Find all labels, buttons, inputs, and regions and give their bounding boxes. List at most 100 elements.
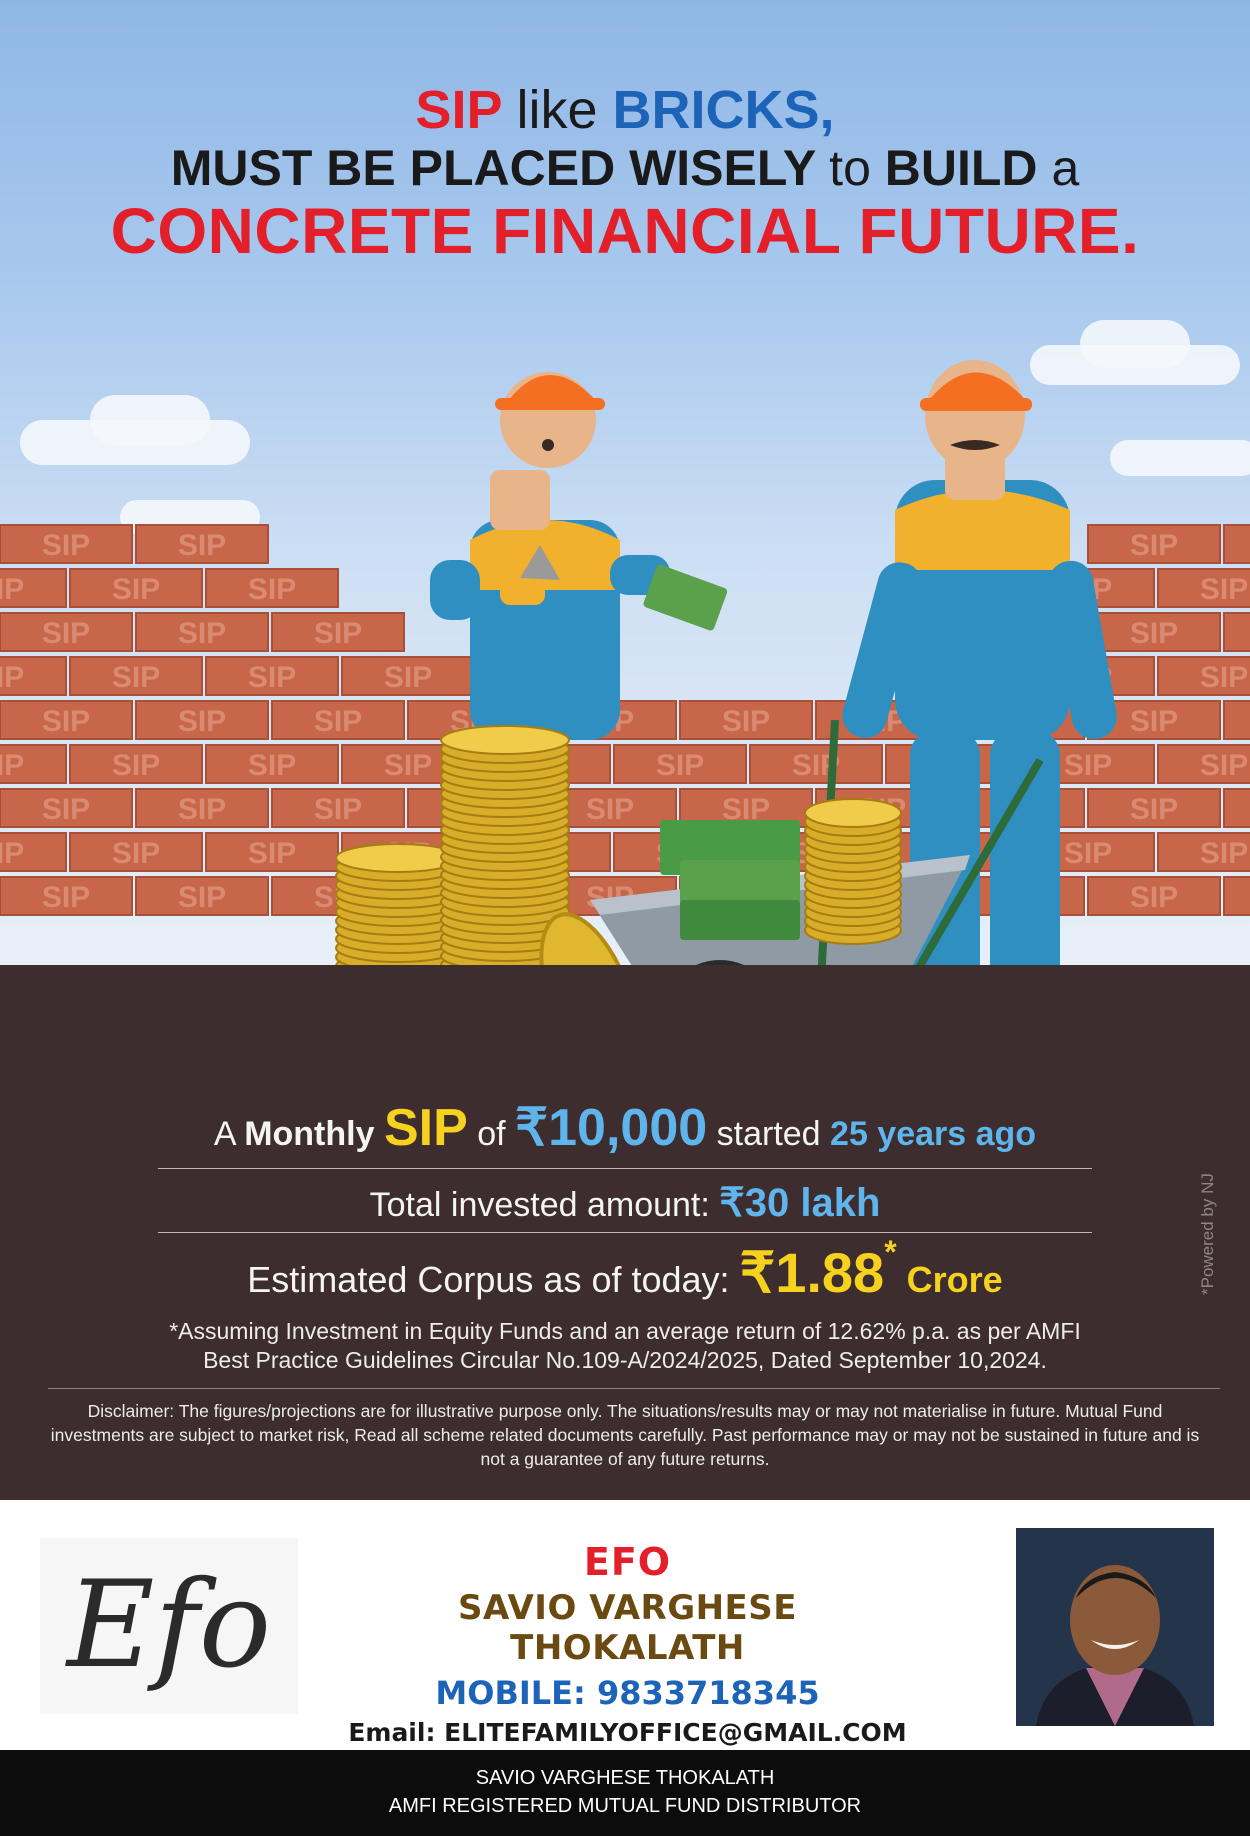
brick-label: SIP (248, 661, 296, 694)
cloud (1110, 440, 1250, 476)
brick-label: SIP (722, 705, 770, 738)
powered-by: *Powered by NJ (1198, 1173, 1217, 1295)
brick (0, 832, 67, 872)
brick (1087, 788, 1221, 828)
brick-label: SIP (384, 661, 432, 694)
headline-line-2: MUST BE PLACED WISELY to BUILD a (0, 140, 1250, 196)
info-of: of (477, 1115, 506, 1153)
brick (135, 524, 269, 564)
brick (1223, 876, 1250, 916)
headline-to: to (829, 140, 871, 197)
brick-label: SIP (1064, 837, 1112, 870)
brick (0, 700, 133, 740)
brick-label: SIP (112, 837, 160, 870)
brick (69, 656, 203, 696)
brick (613, 744, 747, 784)
brick-label: SIP (656, 749, 704, 782)
brick-label: SIP (0, 837, 24, 870)
footer-line-2: AMFI REGISTERED MUTUAL FUND DISTRIBUTOR (388, 1795, 862, 1817)
brick (271, 788, 405, 828)
brick (0, 788, 133, 828)
brick-label: SIP (314, 793, 362, 826)
brick-label: SIP (1200, 661, 1248, 694)
headline-wisely: MUST BE PLACED WISELY (170, 140, 816, 197)
disclaimer: Disclaimer: The figures/projections are … (50, 1401, 1200, 1469)
brick-label: SIP (0, 661, 24, 694)
brick-label: SIP (314, 617, 362, 650)
brick-label: SIP (42, 529, 90, 562)
brick (135, 612, 269, 652)
profile-photo (1016, 1528, 1214, 1726)
brick-wall-illustration: SIP SIP SIP SIP SIP SIP SIP SIP SIP SIP SIP SIP SIP S… (0, 360, 1250, 965)
brick (135, 788, 269, 828)
brick-label: SIP (178, 793, 226, 826)
corpus-unit: Crore (906, 1259, 1003, 1300)
brick (0, 568, 67, 608)
brick (1087, 612, 1221, 652)
brick-label: SIP (1200, 573, 1248, 606)
coin (804, 798, 902, 828)
coin-stacks (335, 725, 570, 965)
brick-label: SIP (1130, 529, 1178, 562)
brick (0, 612, 133, 652)
brick (749, 744, 883, 784)
brick-label: SIP (178, 617, 226, 650)
brick-label: SIP (248, 749, 296, 782)
brick-label: SIP (384, 749, 432, 782)
brick (1223, 612, 1250, 652)
info-sip: SIP (383, 1099, 468, 1157)
brick-label: SIP (178, 881, 226, 914)
brick-label: SIP (178, 529, 226, 562)
brick (0, 876, 133, 916)
worker-left-illustration (430, 372, 728, 740)
brick-label: SIP (0, 573, 24, 606)
headline-a: a (1051, 140, 1080, 197)
brick-label: SIP (112, 661, 160, 694)
total-invested-label: Total invested amount: (369, 1186, 710, 1224)
email-address[interactable]: Email: ELITEFAMILYOFFICE@GMAIL.COM (348, 1718, 907, 1747)
headline-line-3: CONCRETE FINANCIAL FUTURE. (110, 195, 1140, 268)
brick (1223, 700, 1250, 740)
headline-sip: SIP (415, 80, 502, 140)
brick-label: SIP (1130, 705, 1178, 738)
brick-label: SIP (0, 749, 24, 782)
brick-label: SIP (42, 881, 90, 914)
brick (135, 876, 269, 916)
brick (1157, 568, 1250, 608)
brick-label: SIP (42, 705, 90, 738)
corpus-label: Estimated Corpus as of today: (247, 1259, 730, 1300)
headline-bricks: BRICKS, (612, 80, 835, 140)
headline-like: like (516, 80, 598, 140)
company-name: EFO (583, 1540, 672, 1584)
worker-right-illustration (842, 360, 1117, 965)
cloud (90, 395, 210, 445)
efo-logo: Efo (40, 1538, 298, 1714)
brick-label: SIP (1064, 749, 1112, 782)
brick (0, 524, 133, 564)
info-years: 25 years ago (830, 1115, 1037, 1153)
brick-label: SIP (178, 705, 226, 738)
brick-label: SIP (112, 573, 160, 606)
brick (0, 744, 67, 784)
footer: SAVIO VARGHESE THOKALATH AMFI REGISTERED… (0, 1750, 1250, 1836)
brick-label: SIP (112, 749, 160, 782)
info-amount: ₹10,000 (515, 1099, 708, 1157)
cloud (1080, 320, 1190, 368)
info-started: started (716, 1115, 821, 1153)
brick-label: SIP (1130, 793, 1178, 826)
efo-logo-text: Efo (66, 1556, 272, 1695)
distributor-name: SAVIO VARGHESE THOKALATH (458, 1588, 797, 1668)
brick (69, 832, 203, 872)
estimated-corpus-line: Estimated Corpus as of today: ₹1.88* Cro… (0, 1234, 1250, 1306)
headline: SIP like BRICKS, MUST BE PLACED WISELY t… (0, 80, 1250, 268)
brick (1157, 832, 1250, 872)
brick-label: SIP (1200, 837, 1248, 870)
brick (205, 832, 339, 872)
brick-label: SIP (42, 617, 90, 650)
brick (1157, 744, 1250, 784)
brick (1087, 524, 1221, 564)
mobile-number[interactable]: MOBILE: 9833718345 (435, 1674, 820, 1712)
brick-label: SIP (248, 573, 296, 606)
brick (1157, 656, 1250, 696)
